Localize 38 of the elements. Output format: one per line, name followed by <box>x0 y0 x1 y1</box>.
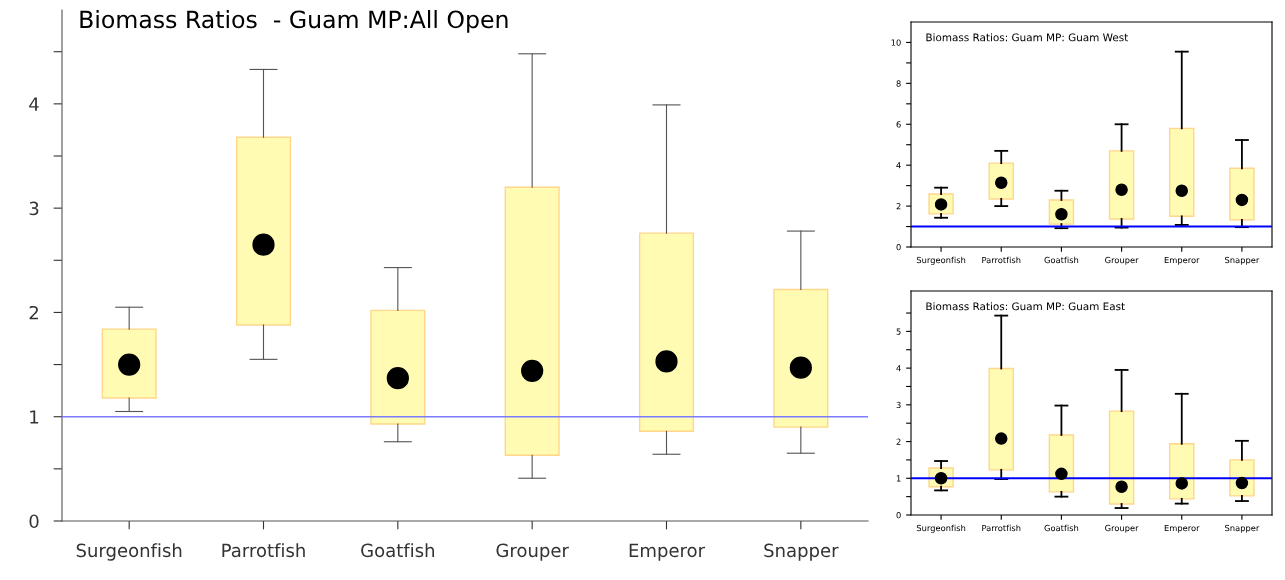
text: Biomass Ratios: Guam MP: Guam West <box>926 33 1129 42</box>
x-tick-label: Snapper <box>1225 524 1260 533</box>
y-tick-label: 2 <box>896 203 901 210</box>
y-tick-label: 1 <box>896 475 901 482</box>
x-tick-label: Goatfish <box>1044 256 1079 264</box>
y-tick-label: 0 <box>896 511 901 519</box>
y-tick-label: 6 <box>896 121 901 128</box>
x-tick-label: Surgeonfish <box>916 256 966 265</box>
y-tick-label: 0 <box>29 514 39 529</box>
x-tick-label: Emperor <box>629 543 706 561</box>
x-tick-label: Parrotfish <box>982 524 1021 532</box>
x-tick-label: Emperor <box>1164 524 1200 533</box>
y-tick-label: 8 <box>896 80 901 87</box>
y-tick-label: 4 <box>896 162 901 169</box>
y-tick-label: 3 <box>29 201 39 216</box>
x-tick-label: Grouper <box>1105 256 1139 265</box>
x-tick-label: Grouper <box>1105 524 1139 533</box>
y-tick-label: 2 <box>29 305 38 320</box>
y-tick-label: 4 <box>896 365 901 372</box>
chart-title: Biomass Ratios - Guam MP:All Open <box>80 10 508 33</box>
y-tick-label: 4 <box>29 97 39 111</box>
x-tick-label: Emperor <box>1164 256 1200 265</box>
y-tick-label: 3 <box>896 401 901 409</box>
text: Biomass Ratios: Guam MP: Guam East <box>926 302 1125 311</box>
x-tick-label: Goatfish <box>361 543 434 558</box>
x-tick-label: Goatfish <box>1044 524 1079 532</box>
x-tick-label: Snapper <box>1225 256 1260 265</box>
y-tick-label: 0 <box>896 243 901 251</box>
y-tick-label: 5 <box>896 328 901 335</box>
x-tick-label: Parrotfish <box>222 543 305 558</box>
y-tick-label: 1 <box>30 410 39 424</box>
x-tick-label: Grouper <box>496 543 569 561</box>
x-tick-label: Surgeonfish <box>916 524 966 533</box>
x-tick-label: Parrotfish <box>982 256 1021 264</box>
x-tick-label: Snapper <box>764 543 839 561</box>
x-tick-label: Surgeonfish <box>76 543 182 561</box>
y-tick-label: 2 <box>896 438 901 445</box>
y-tick-label: 10 <box>891 39 901 46</box>
